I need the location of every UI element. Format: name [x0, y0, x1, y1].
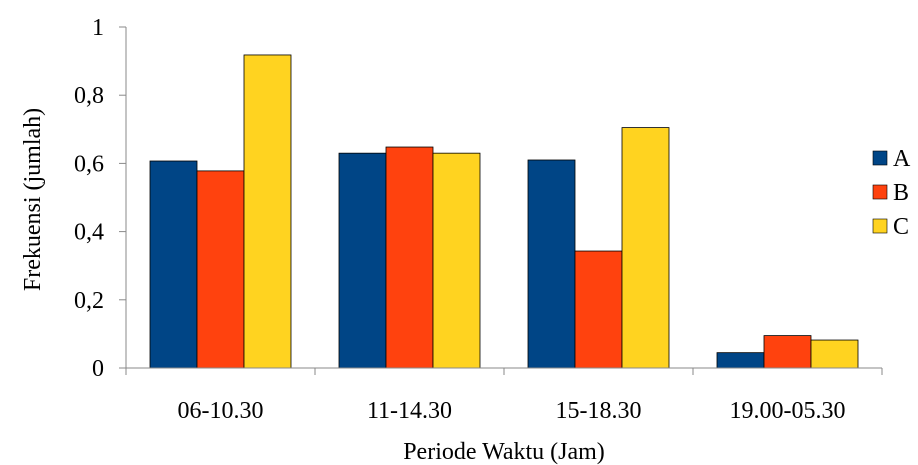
bar-C-4 — [810, 339, 859, 369]
x-tick-label: 15-18.30 — [556, 398, 642, 424]
x-tick-label: 06-10.30 — [178, 398, 264, 424]
y-tick-label: 0,4 — [74, 220, 104, 246]
x-tick-label: 11-14.30 — [367, 398, 452, 424]
x-tick-label: 19.00-05.30 — [730, 398, 846, 424]
legend-label-B: B — [893, 180, 909, 206]
bar-C-2 — [432, 152, 481, 369]
legend-label-C: C — [893, 214, 909, 240]
legend-swatch-C — [872, 218, 888, 234]
bar-C-1 — [243, 54, 292, 369]
x-axis-title: Periode Waktu (Jam) — [403, 439, 605, 465]
legend-label-A: A — [893, 146, 911, 172]
bar-A-3 — [527, 159, 576, 369]
bar-B-1 — [196, 170, 245, 369]
y-tick-label: 0,2 — [74, 288, 104, 314]
y-tick-label: 0,8 — [74, 83, 104, 109]
legend-swatch-B — [872, 184, 888, 200]
y-tick-label: 0,6 — [74, 151, 104, 177]
bar-A-1 — [149, 160, 198, 369]
y-tick-label: 1 — [92, 15, 104, 41]
y-axis-title: Frekuensi (jumlah) — [20, 108, 46, 291]
bars-layer — [149, 54, 859, 369]
bar-C-3 — [621, 127, 670, 369]
bar-A-4 — [716, 352, 765, 369]
bar-B-2 — [385, 146, 434, 369]
bar-B-4 — [763, 335, 812, 369]
x-ticks: 06-10.30 11-14.30 15-18.30 19.00-05.30 — [125, 368, 883, 424]
y-ticks: 0 0,2 0,4 0,6 0,8 1 — [74, 15, 126, 382]
legend-swatch-A — [872, 150, 888, 166]
bar-A-2 — [338, 152, 387, 369]
legend: ABC — [872, 146, 911, 240]
y-tick-label: 0 — [92, 356, 104, 382]
bar-B-3 — [574, 250, 623, 369]
